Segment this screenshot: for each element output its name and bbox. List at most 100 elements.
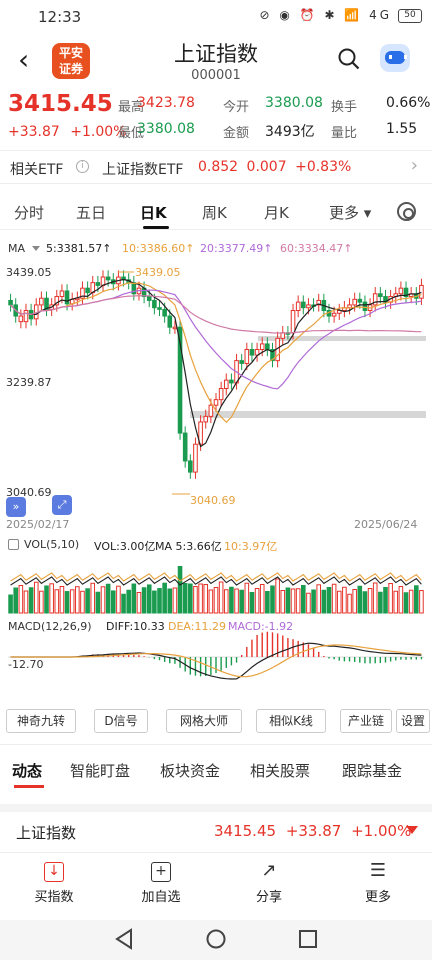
macd-diff: DIFF:10.33: [106, 620, 165, 633]
volume-bar: [301, 585, 306, 614]
volume-bar: [105, 583, 111, 614]
tab-related-stocks[interactable]: 相关股票: [250, 762, 311, 780]
tab-tracking-funds[interactable]: 跟踪基金: [342, 762, 403, 780]
share-button[interactable]: ↗ 分享: [224, 860, 314, 906]
gear-icon[interactable]: [397, 202, 416, 221]
volume-bar: [126, 589, 131, 614]
macd-value: MACD:-1.92: [228, 620, 294, 633]
volume-bar: [8, 594, 13, 614]
expand-icon[interactable]: ⤢: [52, 495, 72, 515]
page-title: 上证指数: [174, 42, 258, 66]
tool-industry-chain[interactable]: 产业链: [340, 709, 392, 733]
tool-settings[interactable]: 设置: [396, 709, 430, 733]
volume-bar: [285, 587, 291, 614]
volume-bar: [23, 590, 29, 614]
volume-bar: [193, 586, 198, 614]
quote-field-value: 3493亿: [265, 124, 315, 140]
volume-bar: [362, 591, 368, 614]
share-icon: ↗: [261, 860, 277, 881]
volume-bar: [213, 587, 219, 614]
volume-bar: [280, 590, 286, 614]
ma10-line: [10, 282, 422, 424]
macd-label[interactable]: MACD(12,26,9): [8, 620, 92, 633]
volume-bar: [388, 583, 393, 614]
nav-home-icon[interactable]: [205, 928, 227, 950]
tab-news[interactable]: 动态: [12, 762, 43, 780]
quote-field-label: 金额: [223, 126, 250, 141]
candle-body: [167, 315, 173, 328]
candle-body: [193, 443, 198, 473]
vol-label[interactable]: VOL(5,10): [24, 538, 80, 551]
tab-intraday[interactable]: 分时: [14, 204, 45, 222]
tool-d-signal[interactable]: D信号: [94, 709, 148, 733]
volume-bar: [90, 582, 96, 614]
etf-change: 0.007: [246, 159, 287, 175]
candle-body: [44, 297, 49, 310]
status-time: 12:33: [38, 8, 82, 26]
x-axis-start: 2025/02/17: [6, 518, 70, 531]
candle-body: [301, 301, 306, 309]
volume-bar: [259, 584, 265, 614]
etf-pct: +0.83%: [295, 159, 352, 175]
candle-body: [182, 432, 188, 462]
candle-body: [239, 360, 244, 364]
ma5-line: [10, 278, 422, 448]
tool-similar-k[interactable]: 相似K线: [256, 709, 326, 733]
tab-daily-k[interactable]: 日K: [140, 204, 167, 222]
tab-five-day[interactable]: 五日: [76, 204, 107, 222]
assistant-robot-icon[interactable]: [380, 44, 410, 72]
info-icon[interactable]: i: [76, 160, 89, 173]
candle-body: [280, 332, 286, 339]
tab-sector-funds[interactable]: 板块资金: [160, 762, 221, 780]
volume-chart[interactable]: [0, 553, 432, 615]
more-button[interactable]: ☰ 更多: [333, 860, 423, 906]
volume-bar: [372, 582, 378, 614]
ma-label[interactable]: MA: [8, 242, 26, 255]
add-icon: +: [151, 862, 171, 882]
quote-field-label: 换手: [331, 100, 358, 115]
tab-smart-watch[interactable]: 智能盯盘: [70, 762, 131, 780]
vol-settings-icon[interactable]: [8, 539, 19, 550]
y-axis-top: 3439.05: [6, 266, 52, 279]
nav-back-icon[interactable]: [114, 928, 134, 950]
volume-bar: [188, 583, 193, 614]
caret-down-icon[interactable]: [406, 826, 418, 834]
related-etf-row[interactable]: 相关ETF i 上证指数ETF 0.852 0.007 +0.83% ›: [0, 150, 432, 184]
candle-body: [146, 296, 152, 301]
quote-field-label: 量比: [331, 126, 358, 141]
candle-body: [203, 415, 209, 423]
candle-body: [419, 284, 424, 299]
back-button[interactable]: ‹: [18, 43, 30, 76]
share-label: 分享: [255, 890, 282, 905]
tab-weekly-k[interactable]: 周K: [202, 204, 227, 222]
volume-bar: [100, 586, 106, 614]
candle-body: [64, 290, 70, 305]
volume-bar: [316, 584, 322, 614]
macd-chart[interactable]: [0, 631, 432, 695]
tab-more[interactable]: 更多 ▾: [329, 204, 372, 222]
volume-bar: [398, 586, 404, 614]
nav-recents-icon[interactable]: [298, 928, 318, 950]
volume-bar: [95, 591, 101, 614]
index-row-name[interactable]: 上证指数: [16, 824, 77, 842]
add-watchlist-button[interactable]: + 加自选: [116, 860, 206, 905]
etf-name: 上证指数ETF: [102, 162, 184, 178]
tool-magic-nine[interactable]: 神奇九转: [6, 709, 76, 733]
fast-forward-icon[interactable]: »: [6, 497, 26, 517]
vol-ma10: 10:3.97亿: [224, 540, 278, 553]
divider: [0, 744, 432, 745]
volume-bar: [59, 586, 65, 614]
volume-bar: [290, 588, 296, 614]
ma-dropdown-icon[interactable]: [32, 246, 40, 251]
ma20-value: 20:3377.49↑: [200, 242, 273, 255]
candle-body: [105, 276, 111, 281]
volume-bar: [110, 590, 116, 614]
tool-grid-master[interactable]: 网格大师: [166, 709, 242, 733]
volume-bar: [295, 588, 301, 614]
volume-bar: [393, 590, 399, 614]
buy-index-button[interactable]: ↓ 买指数: [9, 860, 99, 905]
candlestick-chart[interactable]: [0, 258, 432, 510]
search-icon[interactable]: [338, 48, 360, 70]
buy-icon: ↓: [44, 862, 64, 882]
tab-monthly-k[interactable]: 月K: [264, 204, 289, 222]
